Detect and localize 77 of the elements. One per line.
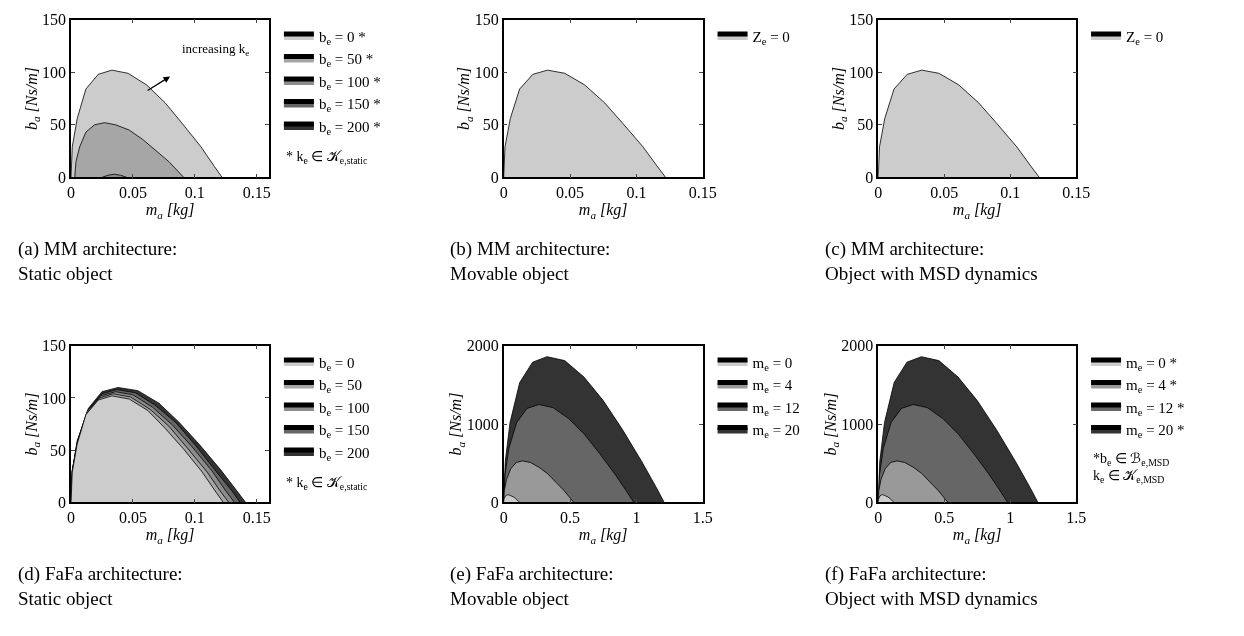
x-tick-label: 0.5 xyxy=(560,509,581,527)
x-tick-label: 0.15 xyxy=(688,184,717,202)
y-tick-label: 0 xyxy=(58,494,67,512)
text: (f) FaFa architecture: Object with MSD dynamics xyxy=(825,563,1038,609)
y-tick-label: 0 xyxy=(865,168,874,186)
y-tick-label: 50 xyxy=(50,441,67,459)
y-tick-label: 100 xyxy=(42,63,67,81)
y-tick-label: 2000 xyxy=(841,337,874,355)
y-tick-label: 0 xyxy=(58,168,67,186)
text: *b$_{e}$ ∈ ℬ$_{e,MSD}$ xyxy=(1093,451,1170,468)
y-tick-label: 0 xyxy=(490,494,499,512)
legend-label: Z$_{e}$ = 0 xyxy=(752,28,790,47)
x-tick-label: 1.5 xyxy=(1066,509,1087,527)
x-tick-label: 0.1 xyxy=(184,509,205,527)
x-tick-label: 0.05 xyxy=(118,509,147,527)
legend-label: b$_{e}$ = 50 * xyxy=(318,51,374,70)
y-tick-label: 2000 xyxy=(466,337,499,355)
legend-label: b$_{e}$ = 50 xyxy=(318,377,363,396)
y-tick-label: 50 xyxy=(50,116,67,134)
y-tick-label: 100 xyxy=(42,389,67,407)
x-axis-title: m$_{a}$ [kg] xyxy=(578,526,628,546)
x-tick-label: 0.05 xyxy=(930,184,959,202)
y-tick-label: 100 xyxy=(474,63,499,81)
x-axis-title: m$_{a}$ [kg] xyxy=(952,526,1002,546)
legend-label: m$_{e}$ = 12 * xyxy=(1126,399,1185,418)
y-tick-label: 1000 xyxy=(466,415,499,433)
y-tick-label: 150 xyxy=(42,11,67,29)
legend-label: m$_{e}$ = 4 * xyxy=(1126,377,1178,396)
x-tick-label: 0.05 xyxy=(556,184,585,202)
legend-label: b$_{e}$ = 0 * xyxy=(318,28,366,47)
text: k$_{e}$ ∈ 𝒦$_{e,MSD}$ xyxy=(1093,468,1165,485)
legend-label: b$_{e}$ = 200 * xyxy=(318,118,381,137)
y-tick-label: 0 xyxy=(490,168,499,186)
text: (c) MM architecture: Object with MSD dynamics xyxy=(825,238,1038,284)
legend-label: m$_{e}$ = 20 * xyxy=(1126,422,1185,441)
legend-label: b$_{e}$ = 0 xyxy=(318,354,355,373)
y-tick-label: 1000 xyxy=(841,415,874,433)
y-tick-label: 150 xyxy=(42,337,67,355)
x-tick-label: 0.05 xyxy=(118,184,147,202)
x-tick-label: 0.1 xyxy=(626,184,647,202)
y-tick-label: 150 xyxy=(849,11,874,29)
text: (d) FaFa architecture: Static object xyxy=(18,563,183,609)
x-axis-title: m$_{a}$ [kg] xyxy=(952,201,1002,221)
x-axis-title: m$_{a}$ [kg] xyxy=(145,526,195,546)
y-tick-label: 150 xyxy=(474,11,499,29)
x-tick-label: 0.15 xyxy=(242,509,271,527)
legend-label: Z$_{e}$ = 0 xyxy=(1126,28,1164,47)
x-tick-label: 1 xyxy=(632,509,641,527)
legend-label: m$_{e}$ = 20 xyxy=(752,422,800,441)
x-tick-label: 0.5 xyxy=(934,509,955,527)
text: * k$_{e}$ ∈ 𝒦$_{e,static}$ xyxy=(286,149,368,166)
x-tick-label: 0.1 xyxy=(1000,184,1021,202)
y-tick-label: 100 xyxy=(849,63,874,81)
x-tick-label: 0.15 xyxy=(1062,184,1091,202)
y-tick-label: 50 xyxy=(857,116,874,134)
legend-label: m$_{e}$ = 4 xyxy=(752,377,793,396)
text: (a) MM architecture: Static object xyxy=(18,238,178,284)
x-tick-label: 0.1 xyxy=(184,184,205,202)
legend-label: m$_{e}$ = 0 xyxy=(752,354,793,373)
legend-label: b$_{e}$ = 150 xyxy=(318,422,370,441)
text: * k$_{e}$ ∈ 𝒦$_{e,static}$ xyxy=(286,475,368,492)
legend-label: b$_{e}$ = 100 * xyxy=(318,73,381,92)
annotation: increasing k$_{e}$ xyxy=(182,41,250,58)
x-tick-label: 0.15 xyxy=(242,184,271,202)
legend-label: b$_{e}$ = 100 xyxy=(318,399,370,418)
legend-label: b$_{e}$ = 200 xyxy=(318,444,370,463)
y-tick-label: 50 xyxy=(482,116,499,134)
x-tick-label: 1 xyxy=(1006,509,1015,527)
x-axis-title: m$_{a}$ [kg] xyxy=(145,201,195,221)
legend-label: b$_{e}$ = 150 * xyxy=(318,96,381,115)
x-axis-title: m$_{a}$ [kg] xyxy=(578,201,628,221)
legend-label: m$_{e}$ = 12 xyxy=(752,399,800,418)
legend-label: m$_{e}$ = 0 * xyxy=(1126,354,1178,373)
y-tick-label: 0 xyxy=(865,494,874,512)
text: (b) MM architecture: Movable object xyxy=(450,238,611,284)
text: (e) FaFa architecture: Movable object xyxy=(450,563,614,609)
x-tick-label: 1.5 xyxy=(692,509,713,527)
